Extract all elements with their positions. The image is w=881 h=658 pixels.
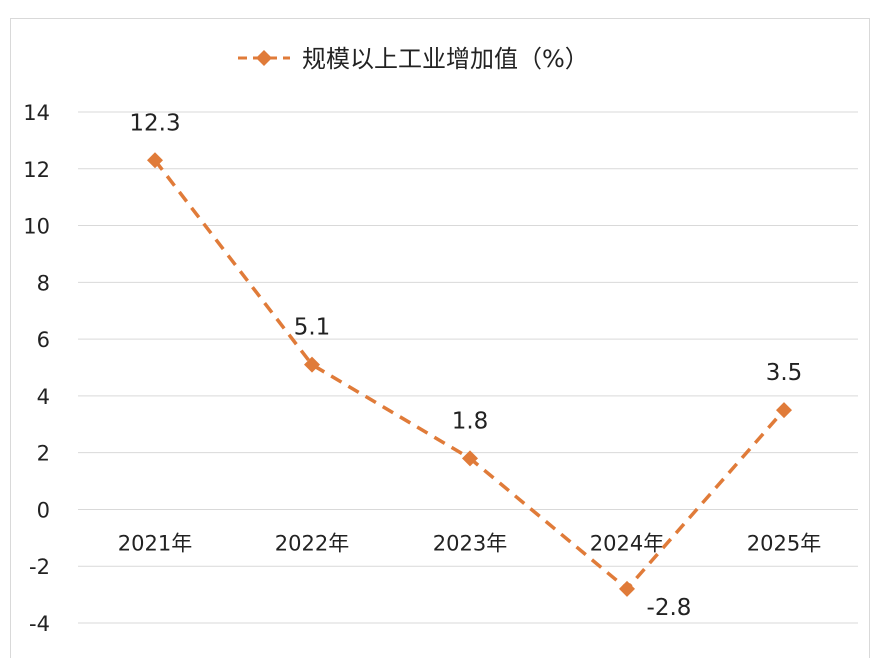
- y-tick-label: 2: [37, 442, 50, 466]
- y-tick-label: -4: [29, 612, 50, 636]
- data-label: 1.8: [452, 408, 489, 434]
- series-layer: [147, 152, 792, 597]
- data-label: 5.1: [294, 315, 331, 341]
- y-tick-label: 8: [37, 271, 50, 295]
- data-label: 12.3: [129, 110, 180, 136]
- y-tick-label: 12: [23, 158, 50, 182]
- x-tick-label: 2022年: [275, 531, 349, 555]
- series-line: [153, 159, 786, 591]
- x-tick-label: 2023年: [433, 531, 507, 555]
- y-tick-label: 0: [37, 498, 50, 522]
- data-point-marker: [776, 402, 792, 419]
- x-tick-label: 2021年: [118, 531, 192, 555]
- data-labels: 12.3 5.1 1.8 -2.8 3.5: [129, 110, 802, 621]
- data-point-marker: [304, 356, 320, 373]
- chart-frame: [10, 18, 870, 658]
- y-tick-label: 4: [37, 385, 50, 409]
- data-point-marker: [147, 152, 163, 169]
- data-point-marker: [619, 580, 635, 597]
- y-axis-tick-labels: 14 12 10 8 6 4 2 0 -2 -4: [23, 101, 50, 636]
- x-axis-tick-labels: 2021年 2022年 2023年 2024年 2025年: [118, 531, 821, 555]
- y-tick-label: 14: [23, 101, 50, 125]
- data-label: 3.5: [766, 360, 803, 386]
- legend: 规模以上工业增加值（%）: [238, 45, 589, 73]
- y-tick-label: -2: [29, 555, 50, 579]
- data-label: -2.8: [647, 595, 692, 621]
- legend-label: 规模以上工业增加值（%）: [302, 45, 589, 73]
- data-point-marker: [462, 450, 478, 467]
- y-tick-label: 6: [37, 328, 50, 352]
- gridlines: [78, 111, 858, 624]
- legend-marker-icon: [256, 50, 272, 66]
- x-tick-label: 2025年: [747, 531, 821, 555]
- y-tick-label: 10: [23, 215, 50, 239]
- x-tick-label: 2024年: [590, 531, 664, 555]
